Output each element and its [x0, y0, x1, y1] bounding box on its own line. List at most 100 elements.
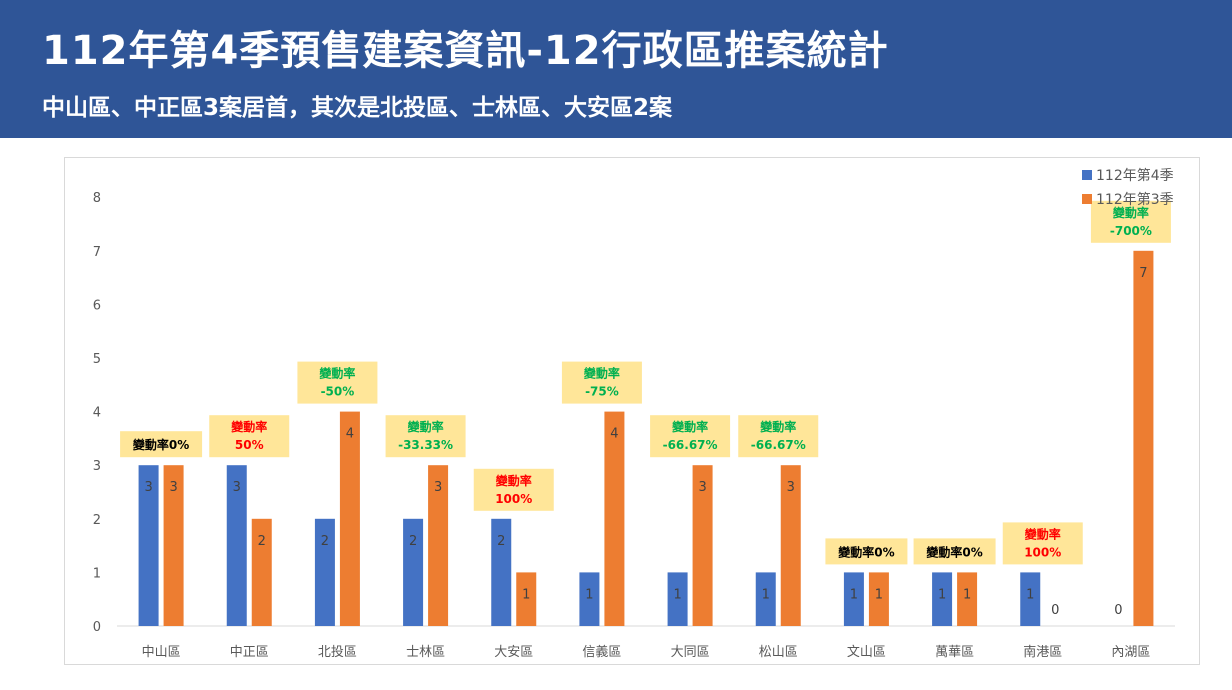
x-tick-label: 士林區	[406, 645, 445, 660]
data-label-q3: 1	[875, 587, 883, 602]
y-tick-label: 7	[93, 245, 101, 260]
bar-q3	[251, 518, 272, 626]
change-rate-value: 100%	[1024, 545, 1061, 559]
change-rate-box	[297, 361, 378, 404]
bar-q4	[755, 572, 776, 626]
bar-q3	[868, 572, 889, 626]
data-label-q3: 0	[1051, 603, 1059, 618]
change-rate-box	[385, 415, 466, 458]
data-label-q3: 4	[346, 427, 354, 442]
data-label-q4: 2	[321, 534, 329, 549]
bar-q4	[403, 518, 424, 626]
legend-swatch-q3	[1082, 194, 1092, 204]
x-tick-label: 大安區	[494, 645, 533, 660]
x-tick-label: 萬華區	[935, 645, 974, 660]
change-rate-box	[561, 361, 642, 404]
data-label-q4: 1	[1026, 587, 1034, 602]
change-rate-value: -700%	[1110, 224, 1152, 238]
change-rate-value: -33.33%	[398, 438, 453, 452]
change-rate-label: 變動率	[1112, 205, 1149, 220]
data-label-q3: 1	[963, 587, 971, 602]
bar-q3	[516, 572, 537, 626]
y-tick-label: 4	[93, 406, 101, 421]
x-tick-label: 北投區	[318, 644, 357, 660]
bar-q4	[843, 572, 864, 626]
data-label-q4: 1	[850, 587, 858, 602]
x-tick-label: 內湖區	[1111, 645, 1150, 660]
x-tick-label: 大同區	[671, 645, 710, 660]
change-rate-box	[1090, 200, 1171, 243]
change-rate-value: 50%	[235, 438, 264, 452]
bar-chart: 0 1 2 3 4 5 6 7 8 3 3 中山區 變動率0% 3 2 中正區 變動率 50% 2 4 北投區 變動率 -5…	[93, 167, 1175, 660]
data-label-q4: 1	[585, 587, 593, 602]
data-label-q4: 1	[938, 587, 946, 602]
data-label-q3: 7	[1139, 266, 1147, 281]
x-tick-label: 文山區	[847, 645, 886, 660]
bar-q3	[604, 411, 625, 626]
change-rate-label: 變動率	[230, 419, 267, 434]
x-tick-label: 南港區	[1023, 644, 1062, 660]
data-label-q3: 4	[610, 427, 618, 442]
y-tick-label: 3	[93, 459, 101, 474]
change-rate-value: -75%	[585, 385, 619, 399]
y-tick-label: 0	[93, 620, 101, 635]
change-rate-box	[913, 538, 996, 565]
y-tick-label: 1	[93, 566, 101, 581]
data-label-q4: 2	[409, 534, 417, 549]
bar-q4	[667, 572, 688, 626]
change-rate-value: -66.67%	[663, 438, 718, 452]
x-tick-label: 信義區	[582, 644, 621, 660]
change-rate-value: -50%	[321, 385, 355, 399]
data-label-q4: 1	[762, 587, 770, 602]
change-rate-label: 變動率0%	[925, 544, 982, 559]
data-label-q3: 3	[787, 480, 795, 495]
change-rate-box	[1002, 522, 1083, 565]
change-rate-box	[209, 415, 290, 458]
change-rate-label: 變動率0%	[837, 544, 894, 559]
x-tick-label: 中正區	[230, 645, 269, 660]
change-rate-value: -66.67%	[751, 438, 806, 452]
data-label-q4: 0	[1114, 603, 1122, 618]
legend-label-q4: 112年第4季	[1096, 167, 1174, 184]
y-tick-label: 6	[93, 298, 101, 313]
bar-q3	[428, 465, 449, 626]
data-label-q3: 1	[522, 587, 530, 602]
bar-q3	[780, 465, 801, 626]
bar-q4	[138, 465, 159, 626]
data-label-q4: 3	[233, 480, 241, 495]
y-tick-label: 2	[93, 513, 101, 528]
change-rate-label: 變動率	[1024, 526, 1061, 541]
bar-q4	[932, 572, 953, 626]
change-rate-value: 100%	[495, 492, 532, 506]
header-banner: 112年第4季預售建案資訊-12行政區推案統計 中山區、中正區3案居首，其次是北…	[0, 0, 1232, 138]
change-rate-label: 變動率	[583, 366, 620, 381]
change-rate-box	[473, 468, 554, 511]
bar-q3	[957, 572, 978, 626]
y-tick-label: 5	[93, 352, 101, 367]
bar-q4	[314, 518, 335, 626]
chart-frame: 0 1 2 3 4 5 6 7 8 3 3 中山區 變動率0% 3 2 中正區 變動率 50% 2 4 北投區 變動率 -5…	[64, 157, 1200, 665]
bar-q3	[692, 465, 713, 626]
data-label-q3: 2	[258, 534, 266, 549]
change-rate-box	[650, 415, 731, 458]
page-subtitle: 中山區、中正區3案居首，其次是北投區、士林區、大安區2案	[42, 95, 673, 121]
data-label-q4: 1	[673, 587, 681, 602]
change-rate-box	[825, 538, 908, 565]
bar-q3	[1133, 250, 1154, 627]
y-tick-label: 8	[93, 191, 101, 206]
change-rate-label: 變動率	[318, 366, 355, 381]
bar-q3	[163, 465, 184, 626]
change-rate-label: 變動率	[407, 419, 444, 434]
page-title: 112年第4季預售建案資訊-12行政區推案統計	[42, 28, 889, 74]
change-rate-label: 變動率	[495, 473, 532, 488]
change-rate-label: 變動率	[671, 419, 708, 434]
legend-label-q3: 112年第3季	[1096, 191, 1174, 208]
change-rate-label: 變動率0%	[132, 437, 189, 452]
data-label-q4: 2	[497, 534, 505, 549]
change-rate-box	[738, 415, 819, 458]
x-tick-label: 松山區	[759, 645, 798, 660]
change-rate-box	[120, 431, 203, 458]
change-rate-label: 變動率	[759, 419, 796, 434]
data-label-q3: 3	[434, 480, 442, 495]
bar-q4	[579, 572, 600, 626]
